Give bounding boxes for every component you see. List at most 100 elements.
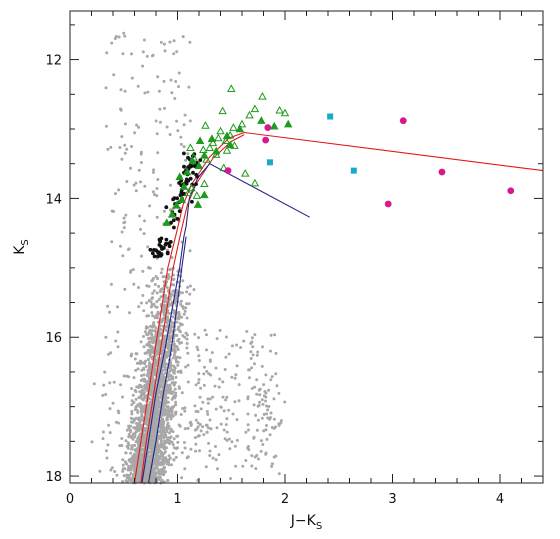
field-star-point — [165, 355, 168, 359]
field-star-point — [274, 454, 278, 458]
field-star-point — [114, 339, 118, 343]
black-point — [194, 182, 198, 187]
black-point — [165, 250, 170, 255]
field-star-point — [156, 178, 160, 181]
field-star-point — [164, 394, 167, 398]
field-star-point — [249, 357, 253, 360]
filled-green-triangle-point — [283, 119, 293, 128]
field-star-point — [143, 396, 147, 400]
black-point — [182, 164, 186, 169]
field-star-point — [142, 232, 146, 236]
field-star-point — [122, 474, 126, 478]
field-star-point — [145, 314, 149, 318]
field-star-point — [151, 422, 155, 426]
field-star-point — [145, 301, 149, 305]
field-star-point — [145, 373, 149, 377]
field-star-point — [156, 75, 160, 79]
red-isochrone-line — [140, 134, 245, 484]
field-star-point — [182, 441, 186, 444]
field-star-point — [166, 273, 170, 276]
filled-green-triangle-point — [222, 131, 232, 140]
field-star-point — [223, 368, 227, 371]
field-star-point — [270, 462, 274, 466]
field-star-point — [264, 391, 268, 395]
field-star-point — [110, 41, 114, 45]
field-star-point — [154, 119, 158, 123]
field-star-point — [186, 426, 190, 430]
field-star-point — [160, 267, 164, 271]
field-star-point — [171, 443, 175, 447]
field-star-point — [159, 438, 163, 442]
field-star-point — [110, 466, 114, 470]
field-star-point — [193, 436, 197, 439]
field-star-point — [145, 54, 149, 58]
field-star-point — [157, 284, 161, 288]
field-star-point — [121, 254, 125, 258]
field-star-point — [158, 107, 162, 111]
field-star-point — [140, 404, 144, 408]
filled-green-triangle-point — [179, 182, 189, 190]
field-star-point — [134, 189, 138, 193]
field-star-point — [234, 464, 238, 468]
field-star-point — [173, 309, 177, 313]
field-star-point — [172, 344, 176, 348]
field-star-point — [197, 372, 201, 375]
field-star-point — [165, 462, 169, 466]
field-star-point — [159, 432, 163, 436]
field-star-point — [174, 394, 178, 398]
field-star-point — [109, 351, 113, 355]
field-star-point — [164, 385, 168, 389]
field-star-point — [154, 352, 158, 356]
field-star-point — [155, 424, 159, 428]
field-star-point — [162, 42, 166, 46]
field-star-point — [171, 430, 175, 434]
field-star-point — [129, 430, 132, 434]
y-tick-label: 18 — [45, 470, 62, 485]
field-star-point — [161, 350, 165, 354]
cyan-square-point — [327, 113, 334, 120]
field-star-point — [151, 314, 155, 318]
field-star-point — [193, 404, 197, 408]
field-star-point — [180, 315, 184, 319]
field-star-point — [146, 348, 150, 352]
field-star-point — [119, 244, 122, 248]
field-star-point — [208, 449, 212, 453]
field-star-point — [275, 384, 279, 388]
field-star-point — [145, 418, 148, 422]
field-star-point — [140, 385, 144, 389]
field-star-point — [136, 403, 140, 407]
field-star-point — [128, 424, 132, 428]
field-star-point — [195, 345, 199, 349]
field-star-point — [127, 459, 131, 462]
field-star-point — [225, 395, 229, 399]
field-star-point — [169, 435, 173, 439]
field-star-point — [141, 436, 145, 440]
field-star-point — [121, 458, 125, 462]
field-star-point — [250, 454, 254, 458]
field-star-point — [147, 336, 151, 340]
field-star-point — [130, 444, 134, 448]
field-star-point — [273, 333, 277, 337]
field-star-point — [155, 300, 159, 304]
field-star-point — [124, 479, 128, 483]
field-star-point — [147, 463, 151, 467]
field-star-point — [168, 456, 172, 460]
field-star-point — [155, 316, 159, 320]
field-star-point — [211, 456, 215, 460]
field-star-point — [176, 363, 180, 367]
field-star-point — [206, 401, 210, 405]
field-star-point — [175, 434, 179, 438]
field-star-point — [249, 350, 253, 354]
field-star-point — [186, 333, 189, 337]
field-star-point — [155, 187, 159, 190]
field-star-point — [272, 397, 276, 401]
field-star-point — [198, 395, 202, 399]
field-star-point — [130, 420, 133, 424]
open-green-triangle-point — [192, 191, 202, 199]
field-star-point — [246, 412, 250, 416]
open-green-triangle-point — [227, 84, 236, 92]
field-star-point — [134, 440, 138, 444]
field-star-point — [137, 475, 141, 479]
field-star-point — [106, 304, 110, 308]
filled-green-triangle-point — [162, 218, 171, 226]
